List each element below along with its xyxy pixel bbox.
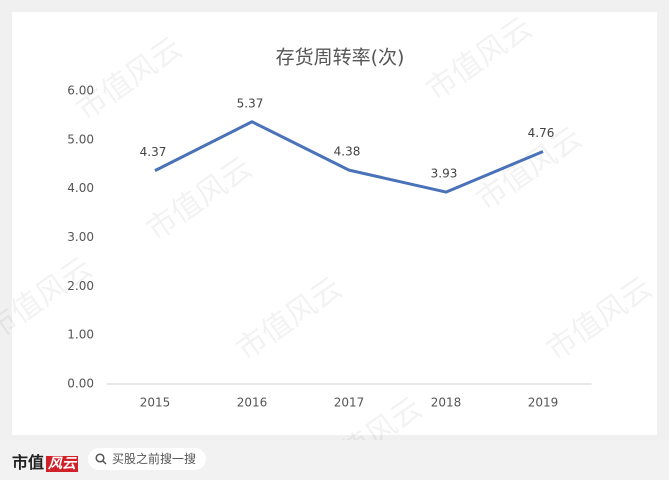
- y-tick-label: 3.00: [67, 230, 94, 244]
- logo-text: 市值: [12, 453, 45, 472]
- line: [154, 120, 544, 194]
- logo[interactable]: 市值 风云: [12, 449, 79, 473]
- chart-area: [12, 12, 657, 435]
- x-tick-label: 2018: [431, 396, 462, 410]
- data-label: 4.76: [528, 126, 555, 140]
- y-tick-label: 2.00: [67, 279, 94, 293]
- chart-title: 存货周转率(次): [276, 47, 405, 69]
- data-label: 4.38: [334, 145, 361, 159]
- x-tick-label: 2019: [528, 396, 559, 410]
- data-label: 4.37: [140, 145, 167, 159]
- logo-accent: 风云: [46, 456, 79, 472]
- chart: 存货周转率(次) 市值风云市值风云市值风云市值风云市值风云市值风云市值风云市值风…: [0, 10, 659, 440]
- y-tick-label: 6.00: [67, 84, 94, 98]
- y-tick-label: 0.00: [67, 377, 94, 391]
- x-tick-label: 2015: [140, 396, 171, 410]
- data-label: 3.93: [431, 167, 458, 181]
- x-tick-label: 2016: [237, 396, 268, 410]
- y-tick-label: 1.00: [67, 328, 94, 342]
- x-tick-label: 2017: [334, 396, 365, 410]
- y-tick-label: 5.00: [67, 132, 94, 146]
- y-tick-label: 4.00: [67, 181, 94, 195]
- search-icon: [95, 453, 107, 465]
- data-label: 5.37: [237, 96, 264, 110]
- search-box[interactable]: 买股之前搜一搜: [88, 448, 206, 470]
- footer: 市值 风云 买股之前搜一搜: [0, 440, 669, 480]
- search-text: 买股之前搜一搜: [112, 452, 197, 466]
